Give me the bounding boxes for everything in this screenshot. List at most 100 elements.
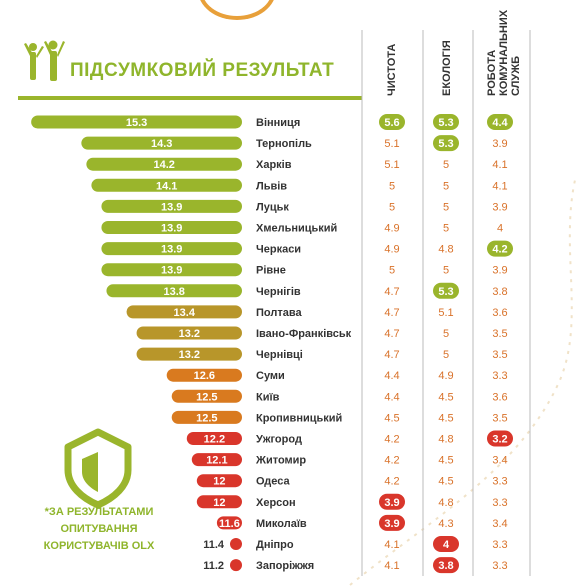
- table-cell: 4.1: [384, 560, 399, 572]
- highlight-pill: [433, 557, 459, 574]
- bar-value-label: 12.6: [194, 370, 215, 382]
- table-cell: 5.6: [384, 117, 399, 129]
- bar: [126, 305, 242, 319]
- column-header-utility-services: РОБОТА КОМУНАЛЬНИХ СЛУЖБ: [486, 9, 522, 96]
- table-cell: 5.1: [384, 138, 399, 150]
- table-cell: 3.2: [492, 434, 507, 446]
- table-cell: 4.8: [438, 244, 453, 256]
- table-cell: 4: [497, 223, 503, 235]
- table-cell: 3.6: [492, 307, 507, 319]
- bar-value-label: 13.2: [179, 328, 200, 340]
- table-cell: 4.7: [384, 286, 399, 298]
- bar-value-label: 12.5: [196, 391, 217, 403]
- city-label: Житомир: [255, 455, 306, 467]
- highlight-pill: [433, 114, 459, 130]
- table-cell: 4.7: [384, 328, 399, 340]
- bar-value-label: 14.1: [156, 180, 177, 192]
- table-cell: 3.9: [384, 497, 399, 509]
- table-cell: 4.7: [384, 307, 399, 319]
- column-header-cleanliness: ЧИСТОТА: [386, 43, 398, 96]
- table-cell: 3.6: [492, 391, 507, 403]
- city-label: Кропивницький: [256, 412, 342, 424]
- table-cell: 5: [443, 159, 449, 171]
- table-cell: 3.4: [492, 518, 507, 530]
- footnote: *ЗА РЕЗУЛЬТАТАМИ ОПИТУВАННЯ КОРИСТУВАЧІВ…: [28, 504, 170, 555]
- bar: [101, 263, 242, 277]
- table-cell: 3.8: [438, 560, 453, 572]
- bar-value-label: 13.4: [174, 307, 196, 319]
- table-cell: 5.3: [438, 138, 453, 150]
- city-label: Хмельницький: [256, 223, 337, 235]
- table-cell: 4.3: [438, 518, 453, 530]
- bar: [186, 432, 242, 445]
- highlight-pill: [487, 114, 513, 130]
- city-label: Чернігів: [256, 286, 301, 298]
- bar-value-label: 12: [213, 476, 225, 488]
- city-label: Івано-Франківськ: [256, 328, 352, 340]
- bar: [166, 368, 242, 382]
- table-cell: 4.5: [438, 412, 453, 424]
- table-cell: 5: [443, 328, 449, 340]
- bar: [230, 559, 242, 572]
- table-cell: 5: [389, 265, 395, 277]
- table-cell: 3.9: [384, 518, 399, 530]
- table-cell: 3.9: [492, 138, 507, 150]
- bar-value-label: 15.3: [126, 117, 147, 129]
- bar-value-label: 14.3: [151, 138, 172, 150]
- bar: [196, 495, 242, 509]
- table-cell: 3.3: [492, 476, 507, 488]
- city-label: Чернівці: [256, 349, 303, 361]
- table-cell: 4.2: [492, 244, 507, 256]
- city-label: Вінниця: [256, 117, 300, 129]
- city-label: Дніпро: [256, 539, 294, 551]
- table-cell: 3.9: [492, 265, 507, 277]
- table-cell: 4.2: [384, 434, 399, 446]
- table-cell: 3.3: [492, 560, 507, 572]
- table-cell: 5: [443, 349, 449, 361]
- bar: [31, 115, 242, 129]
- table-cell: 4.2: [384, 455, 399, 467]
- bar: [106, 284, 243, 298]
- bar-value-label: 13.8: [164, 286, 185, 298]
- table-cell: 3.3: [492, 497, 507, 509]
- table-cell: 5: [443, 265, 449, 277]
- city-label: Черкаси: [256, 244, 301, 256]
- table-cell: 4.8: [438, 434, 453, 446]
- table-cell: 4: [443, 539, 450, 551]
- table-cell: 5.3: [438, 117, 453, 129]
- bar: [86, 157, 242, 171]
- table-cell: 4.7: [384, 349, 399, 361]
- table-cell: 3.3: [492, 539, 507, 551]
- bar: [101, 199, 242, 213]
- city-label: Полтава: [256, 307, 302, 319]
- city-label: Рівне: [256, 265, 286, 277]
- bar-value-label: 12.1: [206, 455, 227, 467]
- table-cell: 4.9: [438, 370, 453, 382]
- bar-value-label: 11.2: [203, 560, 224, 572]
- footnote-line: КОРИСТУВАЧІВ OLX: [43, 540, 155, 552]
- bar-value-label: 12.2: [204, 434, 225, 446]
- footnote-line: ОПИТУВАННЯ: [60, 523, 138, 535]
- bar: [136, 347, 242, 361]
- highlight-pill: [379, 514, 405, 531]
- table-cell: 5.1: [438, 307, 453, 319]
- table-cell: 4.5: [438, 476, 453, 488]
- bar: [230, 538, 242, 550]
- table-cell: 4.1: [492, 180, 507, 192]
- highlight-pill: [379, 114, 405, 130]
- bar: [171, 389, 242, 403]
- table-cell: 5.3: [438, 286, 453, 298]
- highlight-pill: [379, 493, 405, 510]
- city-label: Київ: [256, 391, 280, 403]
- bar-value-label: 12: [213, 497, 225, 509]
- highlight-pill: [433, 135, 459, 152]
- table-cell: 3.5: [492, 349, 507, 361]
- people-raised-arms-icon: [24, 40, 65, 81]
- bar-value-label: 13.2: [179, 349, 200, 361]
- table-cell: 3.9: [492, 201, 507, 213]
- table-cell: 5: [443, 223, 449, 235]
- table-cell: 4.5: [384, 412, 399, 424]
- table-cell: 4.2: [384, 476, 399, 488]
- bar: [196, 474, 242, 488]
